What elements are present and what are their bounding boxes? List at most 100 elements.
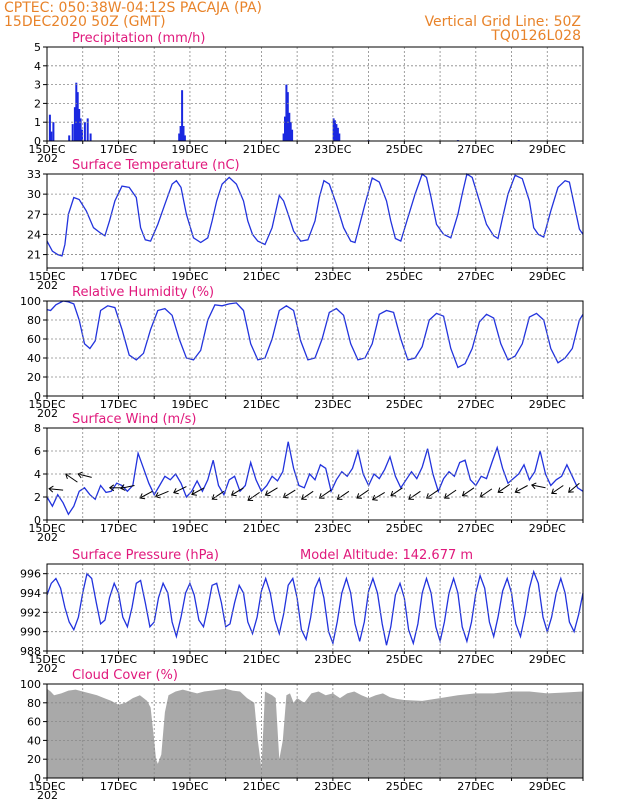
wind-arrow bbox=[568, 482, 580, 493]
panel-cloud_cover bbox=[43, 683, 584, 781]
model-code: TQ0126L028 bbox=[491, 28, 581, 44]
x-tick-label: 25DEC bbox=[386, 270, 423, 283]
x-tick-label: 17DEC bbox=[100, 143, 137, 156]
y-tick-label: 990 bbox=[20, 626, 41, 639]
y-tick-label: 40 bbox=[27, 734, 41, 747]
x-tick-label: 27DEC bbox=[457, 398, 494, 411]
precip-bar bbox=[291, 129, 294, 141]
humidity-line bbox=[46, 300, 584, 369]
y-tick-label: 80 bbox=[27, 697, 41, 710]
x-year-stub: 202 bbox=[37, 662, 58, 675]
x-tick-label: 21DEC bbox=[243, 398, 280, 411]
x-tick-label: 17DEC bbox=[100, 653, 137, 666]
x-tick-label: 27DEC bbox=[457, 522, 494, 535]
x-tick-label: 29DEC bbox=[529, 143, 566, 156]
temperature-line bbox=[46, 172, 584, 257]
precip-bar bbox=[288, 112, 291, 141]
wind-arrow bbox=[318, 489, 332, 499]
wind-arrow bbox=[282, 489, 296, 499]
plot-frame bbox=[46, 563, 584, 652]
precip-bar bbox=[89, 133, 92, 141]
x-tick-label: 23DEC bbox=[314, 270, 351, 283]
panel-title: Surface Wind (m/s) bbox=[72, 412, 196, 427]
panel-annotation: Model Altitude: 142.677 m bbox=[300, 548, 473, 563]
x-tick-label: 23DEC bbox=[314, 398, 351, 411]
precip-bar bbox=[286, 92, 289, 141]
y-tick-label: 80 bbox=[27, 314, 41, 327]
wind-arrow bbox=[371, 491, 385, 501]
x-tick-label: 25DEC bbox=[386, 780, 423, 793]
y-tick-label: 100 bbox=[20, 678, 41, 691]
y-tick-label: 2 bbox=[34, 97, 41, 110]
precip-bar bbox=[182, 126, 185, 141]
x-tick-label: 29DEC bbox=[529, 522, 566, 535]
precip-bar bbox=[179, 126, 182, 141]
wind-line bbox=[46, 441, 584, 516]
x-tick-label: 29DEC bbox=[529, 653, 566, 666]
y-tick-label: 994 bbox=[20, 587, 41, 600]
x-tick-label: 15DEC bbox=[28, 398, 65, 411]
precip-bar bbox=[181, 90, 184, 141]
precip-bar bbox=[76, 92, 79, 141]
wind-arrow bbox=[497, 483, 510, 493]
precip-bar bbox=[183, 135, 186, 141]
precip-bar bbox=[338, 133, 341, 141]
precip-bar bbox=[75, 82, 78, 141]
y-tick-label: 5 bbox=[34, 41, 41, 54]
wind-arrow bbox=[264, 487, 278, 497]
wind-arrow bbox=[530, 482, 546, 490]
precip-bar bbox=[73, 107, 76, 141]
y-tick-label: 6 bbox=[34, 445, 41, 458]
precip-bar bbox=[284, 116, 286, 141]
precip-bar bbox=[50, 131, 53, 141]
x-tick-label: 15DEC bbox=[28, 653, 65, 666]
panel-title: Surface Pressure (hPa) bbox=[72, 548, 219, 563]
y-tick-label: 20 bbox=[27, 371, 41, 384]
precip-bar bbox=[52, 122, 55, 141]
wind-arrow bbox=[514, 485, 528, 494]
x-tick-label: 29DEC bbox=[529, 270, 566, 283]
x-tick-label: 19DEC bbox=[171, 653, 208, 666]
wind-arrow bbox=[154, 490, 169, 499]
wind-arrow bbox=[247, 491, 260, 501]
wind-arrow bbox=[356, 489, 369, 499]
x-tick-label: 27DEC bbox=[457, 780, 494, 793]
x-year-stub: 202 bbox=[37, 531, 58, 544]
y-tick-label: 996 bbox=[20, 568, 41, 581]
wind-arrow bbox=[336, 490, 350, 500]
wind-arrow bbox=[119, 484, 135, 491]
panel-temperature bbox=[43, 172, 584, 271]
wind-arrow bbox=[408, 490, 421, 500]
y-tick-label: 60 bbox=[27, 716, 41, 729]
x-tick-label: 15DEC bbox=[28, 270, 65, 283]
x-tick-label: 27DEC bbox=[457, 270, 494, 283]
precip-bar bbox=[48, 114, 51, 141]
panel-precipitation bbox=[43, 46, 584, 144]
x-tick-label: 29DEC bbox=[529, 398, 566, 411]
x-tick-label: 19DEC bbox=[171, 780, 208, 793]
precip-bar bbox=[289, 122, 292, 141]
x-tick-label: 27DEC bbox=[457, 653, 494, 666]
x-tick-label: 21DEC bbox=[243, 522, 280, 535]
y-tick-label: 3 bbox=[34, 79, 41, 92]
panel-title: Cloud Cover (%) bbox=[72, 668, 178, 683]
y-tick-label: 988 bbox=[20, 645, 41, 658]
cloud-cover-area bbox=[47, 688, 583, 778]
panel-title: Relative Humidity (%) bbox=[72, 285, 214, 300]
plot-frame bbox=[46, 173, 584, 269]
location-header: CPTEC: 050:38W-04:12S PACAJA (PA) bbox=[4, 0, 263, 16]
y-tick-label: 33 bbox=[27, 168, 41, 181]
x-year-stub: 202 bbox=[37, 279, 58, 292]
x-tick-label: 15DEC bbox=[28, 522, 65, 535]
precip-bar bbox=[81, 129, 83, 141]
y-tick-label: 4 bbox=[34, 468, 41, 481]
x-tick-label: 19DEC bbox=[171, 143, 208, 156]
x-tick-label: 25DEC bbox=[386, 653, 423, 666]
wind-arrow bbox=[211, 490, 225, 500]
x-tick-label: 23DEC bbox=[314, 143, 351, 156]
x-tick-label: 19DEC bbox=[171, 398, 208, 411]
precip-bar bbox=[78, 109, 81, 141]
x-tick-label: 23DEC bbox=[314, 653, 351, 666]
precip-bar bbox=[332, 118, 335, 141]
